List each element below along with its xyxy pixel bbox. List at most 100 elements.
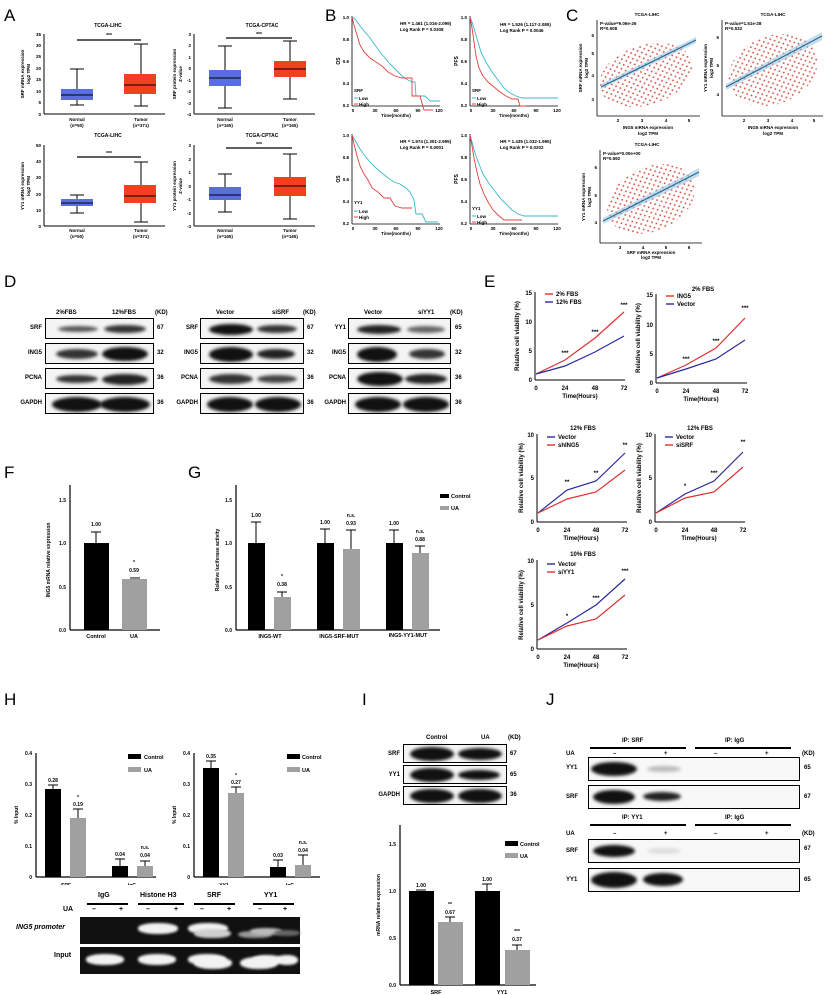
svg-text:PFS: PFS [454,173,460,183]
panel-h-chip: 0 0.1 0.2 0.3 0.4 % Input 0.28 * 0.19 0.04 n… [14,751,322,885]
panel-j-co-ip: IP: SRF IP: IgG UA – + – + (KD) YY1 SRF … [560,738,825,918]
svg-text:48: 48 [711,528,718,534]
svg-text:YY1 protein expression: YY1 protein expression [172,161,177,211]
svg-text:0.3: 0.3 [25,782,32,788]
svg-text:Time(Hours): Time(Hours) [681,536,716,542]
svg-text:0.19: 0.19 [73,802,83,808]
svg-text:TCGA-LIHC: TCGA-LIHC [635,142,660,147]
svg-text:5: 5 [594,193,597,198]
svg-text:72: 72 [742,389,749,395]
svg-text:***: *** [712,339,720,345]
svg-text:4: 4 [791,118,794,123]
panel-label-d: D [4,272,17,291]
svg-text:48: 48 [593,528,600,534]
svg-text:***: *** [256,32,262,38]
svg-text:log2 TPM: log2 TPM [26,64,31,84]
svg-text:Vector: Vector [676,435,695,441]
svg-text:(n=50): (n=50) [70,234,84,239]
svg-text:Control: Control [86,634,106,640]
svg-text:0.0: 0.0 [225,628,232,634]
gel-row-label-input: Input [54,952,72,959]
svg-text:Time(months): Time(months) [499,231,529,236]
svg-text:0: 0 [188,184,191,189]
svg-text:1.0: 1.0 [225,541,232,547]
svg-text:**: ** [565,480,570,486]
ua-row-label: UA [566,831,575,837]
kd-value: 67 [804,794,811,800]
blot-row-label: YY1 [566,877,578,883]
svg-text:Time(Hours): Time(Hours) [562,394,597,400]
svg-text:4: 4 [591,73,594,78]
ua-row-label: UA [63,906,74,913]
svg-text:5: 5 [591,51,594,56]
svg-text:5: 5 [665,245,668,250]
lane-label: siYY1 [418,310,435,316]
svg-text:2% FBS: 2% FBS [692,287,714,293]
svg-text:High: High [477,220,487,225]
svg-text:50: 50 [36,143,42,148]
svg-text:YY1: YY1 [354,200,363,205]
svg-text:Time(months): Time(months) [381,231,411,236]
minus-sign: – [146,906,150,913]
svg-text:HR = 1.461 (1.016-2.099): HR = 1.461 (1.016-2.099) [400,21,452,26]
svg-text:***: *** [620,303,628,309]
svg-text:-1: -1 [187,78,191,83]
svg-text:P-value=0.00e+00: P-value=0.00e+00 [603,151,641,156]
svg-text:3: 3 [188,143,191,148]
panel-e-viability: 0 5 10 15 0 24 48 72 Time(Hours) Relative cell… [515,287,749,669]
kd-value: 67 [157,325,164,331]
svg-text:0.88: 0.88 [415,537,425,543]
svg-text:Normal: Normal [69,228,85,233]
svg-text:UA: UA [144,768,152,774]
svg-text:Normal: Normal [217,117,233,122]
minus-sign: – [200,906,204,913]
svg-text:20: 20 [36,66,42,71]
svg-text:30: 30 [36,43,42,48]
svg-text:(n=371): (n=371) [133,234,149,239]
svg-text:1.5: 1.5 [59,498,66,504]
panel-d-western-blots: 2%FBS 12%FBS (KD) SRF ING5 PCNA GAPDH 67… [0,310,480,420]
svg-text:(n=165): (n=165) [282,234,298,239]
svg-text:6: 6 [716,35,719,40]
svg-text:Time(Hours): Time(Hours) [563,536,598,542]
svg-text:SRF: SRF [472,88,481,93]
svg-text:**: ** [448,902,452,908]
svg-text:***: *** [710,471,718,477]
blot-row-label: GAPDH [324,400,346,406]
lane-label: Vector [216,310,235,316]
panel-label-j: J [546,690,555,709]
svg-text:0.2: 0.2 [183,813,190,819]
plus-sign: + [283,906,288,913]
svg-text:-4: -4 [187,112,191,117]
svg-text:UA: UA [451,506,459,512]
svg-text:ING5 mRNA relative expression: ING5 mRNA relative expression [46,523,52,598]
svg-text:15: 15 [36,77,42,82]
gel-row-label-promoter: ING5 promoter [16,924,66,931]
minus-sign: – [258,906,262,913]
kd-value: 36 [157,400,164,406]
svg-text:ING5 mRNA expression: ING5 mRNA expression [748,125,799,130]
panel-f-bar-chart: 0.0 0.5 1.0 1.5 ING5 mRNA relative expressi… [46,485,160,640]
kd-header: (KD) [802,751,815,757]
blot-row-label: PCNA [24,375,42,381]
svg-text:0.35: 0.35 [206,754,216,760]
svg-text:*: * [684,484,687,490]
svg-text:**: ** [623,443,628,449]
blot-row-label: YY1 [566,765,578,771]
plus-sign: + [174,906,179,913]
svg-text:3: 3 [767,118,770,123]
svg-text:0.38: 0.38 [277,582,287,588]
svg-text:0: 0 [29,875,32,881]
svg-text:HR = 1.974 (1.301-2.995): HR = 1.974 (1.301-2.995) [400,139,452,144]
svg-text:12% FBS: 12% FBS [570,426,596,432]
svg-text:UA: UA [520,854,528,860]
minus-sign: – [92,906,96,913]
panel-label-c: C [566,6,579,25]
svg-text:***: *** [592,596,600,602]
svg-text:5: 5 [688,118,691,123]
svg-text:***: *** [561,351,569,357]
svg-text:1.5: 1.5 [225,498,232,504]
svg-text:OS: OS [336,175,342,183]
svg-text:4: 4 [642,245,645,250]
svg-text:shING5: shING5 [558,443,580,449]
